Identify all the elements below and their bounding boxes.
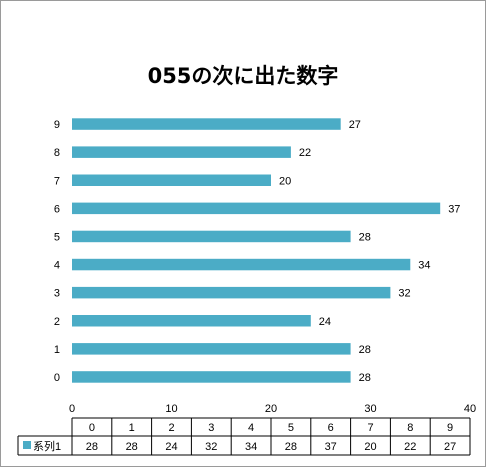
bar-8 [72,146,291,158]
table-value-9: 27 [444,441,456,453]
bar-2 [72,315,311,327]
table-header-4: 4 [248,422,254,434]
table-header-2: 2 [168,422,174,434]
bar-5 [72,230,351,243]
table-value-1: 28 [126,441,138,453]
bar-4 [72,258,411,271]
y-tick-label-4: 4 [54,260,60,272]
table-value-8: 22 [404,441,416,453]
x-tick-label-40: 40 [464,403,476,415]
bar-0 [72,371,351,383]
table-header-3: 3 [208,422,214,434]
data-table: 0 28 1 28 2 24 3 32 4 34 5 28 6 37 7 20 8 22 9 27 系列1 [17,417,471,456]
y-tick-label-7: 7 [54,175,60,187]
data-label-7: 20 [279,175,291,187]
table-value-3: 32 [205,441,217,453]
y-tick-label-1: 1 [54,344,60,356]
bar-1 [72,343,351,355]
y-tick-label-8: 8 [54,147,60,159]
table-value-0: 28 [86,441,98,453]
y-tick-label-2: 2 [54,316,60,328]
chart-title: 055の次に出た数字 [148,64,339,88]
table-header-1: 1 [129,422,135,434]
y-tick-label-0: 0 [54,372,60,384]
table-header-9: 9 [447,422,453,434]
table-value-2: 24 [165,441,177,453]
data-label-1: 28 [359,344,371,356]
table-value-4: 34 [245,441,257,453]
x-tick-label-0: 0 [69,403,75,415]
data-label-2: 24 [319,316,331,328]
table-value-6: 37 [325,441,337,453]
x-tick-label-10: 10 [165,403,177,415]
bar-7 [72,174,271,186]
y-tick-label-9: 9 [54,119,60,131]
legend-label: 系列1 [33,439,61,453]
bar-9 [72,118,341,130]
data-label-3: 32 [398,288,410,300]
table-header-5: 5 [288,422,294,434]
y-tick-label-5: 5 [54,231,60,243]
data-label-8: 22 [299,147,311,159]
table-header-6: 6 [328,422,334,434]
table-value-5: 28 [285,441,297,453]
data-label-0: 28 [359,372,371,384]
bar-6 [72,202,441,215]
legend-key-系列1 [23,441,31,449]
table-header-0: 0 [89,422,95,434]
data-label-5: 28 [359,231,371,243]
x-tick-label-20: 20 [265,403,277,415]
data-label-6: 37 [448,203,460,215]
table-header-8: 8 [407,422,413,434]
table-header-7: 7 [367,422,373,434]
bar-3 [72,286,391,299]
y-tick-label-6: 6 [54,203,60,215]
x-tick-label-30: 30 [364,403,376,415]
data-label-9: 27 [349,119,361,131]
table-value-7: 20 [364,441,376,453]
data-label-4: 34 [418,260,430,272]
y-tick-label-3: 3 [54,288,60,300]
plot-area: 28 0 28 1 24 2 32 3 34 4 28 5 37 6 20 7 22 8 27 9 0 10 20 30 40 [54,118,476,415]
